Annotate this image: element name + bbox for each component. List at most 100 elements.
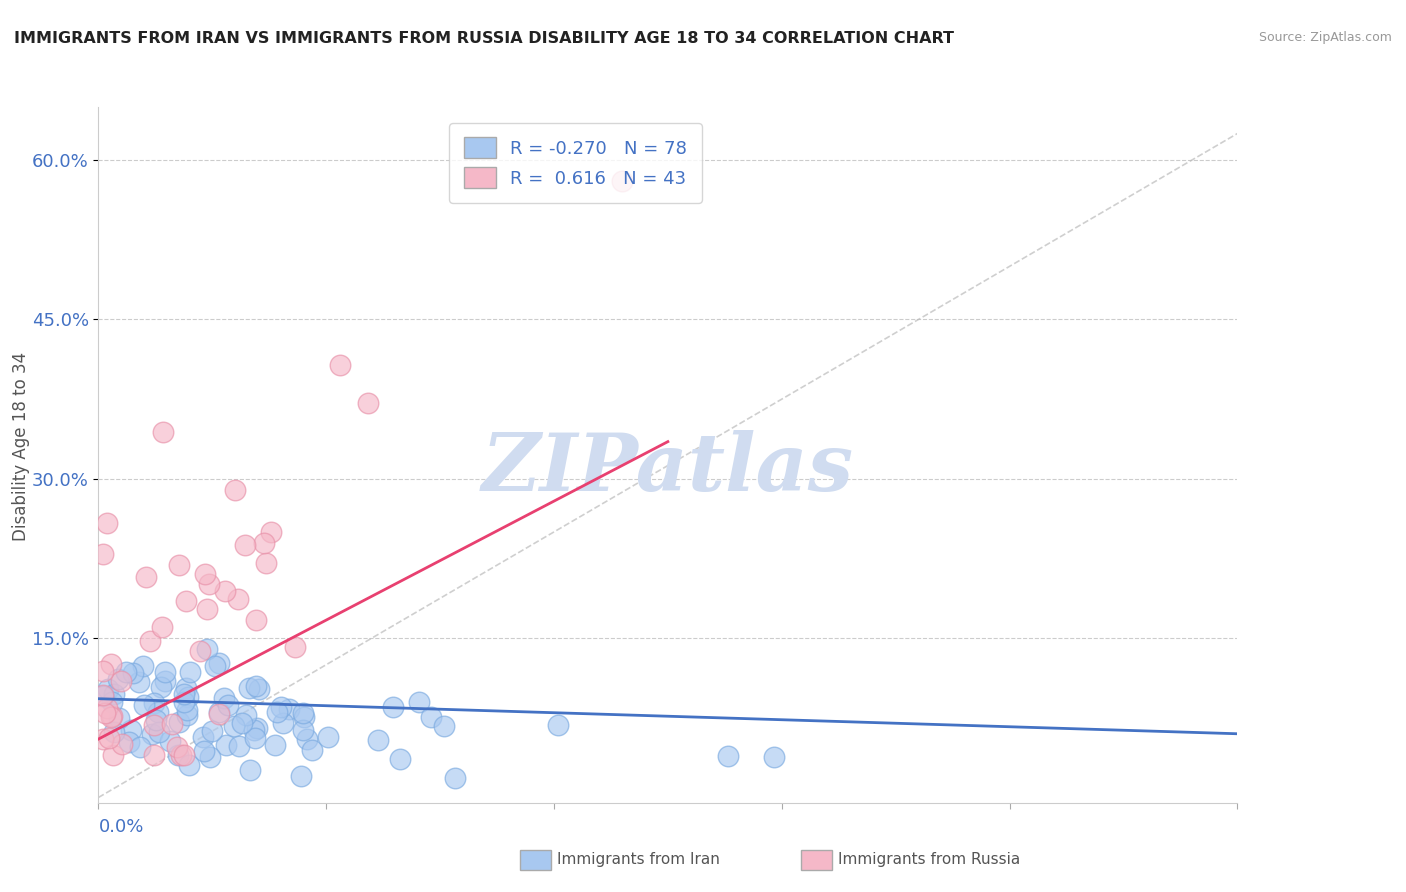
Point	[101, 695, 124, 709]
Point	[201, 723, 224, 738]
Point	[128, 739, 150, 754]
Text: ZIPatlas: ZIPatlas	[482, 430, 853, 508]
Point	[195, 602, 218, 616]
Point	[155, 665, 177, 680]
Point	[214, 584, 236, 599]
Point	[110, 674, 132, 689]
Point	[243, 723, 266, 737]
Point	[96, 516, 118, 531]
Point	[295, 732, 318, 747]
Point	[231, 716, 253, 731]
Point	[277, 701, 299, 715]
Point	[91, 732, 114, 747]
Point	[120, 723, 142, 738]
Point	[198, 750, 221, 764]
Point	[96, 700, 118, 714]
Point	[177, 758, 200, 772]
Text: Immigrants from Iran: Immigrants from Iran	[557, 853, 720, 867]
Point	[195, 642, 218, 657]
Point	[100, 657, 122, 672]
Point	[419, 709, 441, 723]
Point	[245, 679, 267, 693]
Point	[170, 747, 193, 762]
Point	[253, 536, 276, 550]
Point	[169, 715, 191, 730]
Point	[194, 567, 217, 582]
Point	[155, 674, 177, 689]
Point	[260, 524, 283, 539]
Point	[91, 665, 114, 679]
Legend: R = -0.270   N = 78, R =  0.616   N = 43: R = -0.270 N = 78, R = 0.616 N = 43	[449, 123, 702, 202]
Point	[235, 538, 257, 552]
Point	[166, 748, 188, 763]
Point	[291, 723, 314, 737]
Point	[763, 750, 786, 764]
Text: 0.0%: 0.0%	[98, 818, 143, 836]
Point	[547, 718, 569, 732]
Point	[135, 570, 157, 584]
Point	[408, 695, 430, 709]
Point	[212, 690, 235, 705]
Point	[173, 687, 195, 701]
Point	[107, 672, 129, 686]
Point	[141, 727, 163, 741]
Point	[167, 558, 190, 573]
Point	[179, 665, 201, 680]
Point	[93, 688, 115, 702]
Point	[149, 680, 172, 694]
Point	[100, 709, 122, 723]
Point	[176, 703, 198, 717]
Point	[612, 174, 634, 188]
Point	[235, 708, 257, 723]
Point	[146, 705, 169, 719]
Point	[367, 732, 389, 747]
Point	[91, 548, 114, 562]
Point	[284, 640, 307, 655]
Point	[103, 687, 125, 701]
Point	[138, 634, 160, 648]
Point	[143, 747, 166, 762]
Point	[215, 738, 238, 752]
Point	[238, 681, 260, 695]
Point	[433, 719, 456, 733]
Point	[357, 396, 380, 410]
Point	[103, 724, 125, 739]
Point	[174, 681, 197, 695]
Point	[174, 594, 197, 608]
Point	[94, 706, 117, 720]
Point	[292, 710, 315, 724]
Point	[224, 483, 246, 497]
Text: Immigrants from Russia: Immigrants from Russia	[838, 853, 1021, 867]
Point	[173, 695, 195, 709]
Point	[110, 737, 132, 751]
Point	[270, 700, 292, 714]
Point	[108, 711, 131, 725]
Point	[118, 735, 141, 749]
Point	[159, 734, 181, 748]
Point	[247, 682, 270, 697]
Point	[91, 689, 114, 703]
Point	[254, 557, 277, 571]
Point	[148, 724, 170, 739]
Point	[228, 739, 250, 753]
Point	[239, 763, 262, 777]
Point	[198, 577, 221, 591]
Point	[134, 698, 156, 712]
Point	[208, 706, 231, 720]
Point	[173, 747, 195, 762]
Point	[318, 730, 340, 744]
Point	[381, 700, 404, 714]
Point	[152, 425, 174, 439]
Point	[97, 682, 120, 697]
Point	[217, 698, 239, 713]
Point	[208, 707, 231, 722]
Point	[101, 709, 124, 723]
Point	[329, 358, 352, 372]
Point	[177, 690, 200, 704]
Point	[245, 613, 267, 627]
Point	[132, 659, 155, 673]
Point	[193, 744, 215, 758]
Point	[188, 644, 211, 658]
Text: Source: ZipAtlas.com: Source: ZipAtlas.com	[1258, 31, 1392, 45]
Text: IMMIGRANTS FROM IRAN VS IMMIGRANTS FROM RUSSIA DISABILITY AGE 18 TO 34 CORRELATI: IMMIGRANTS FROM IRAN VS IMMIGRANTS FROM …	[14, 31, 955, 46]
